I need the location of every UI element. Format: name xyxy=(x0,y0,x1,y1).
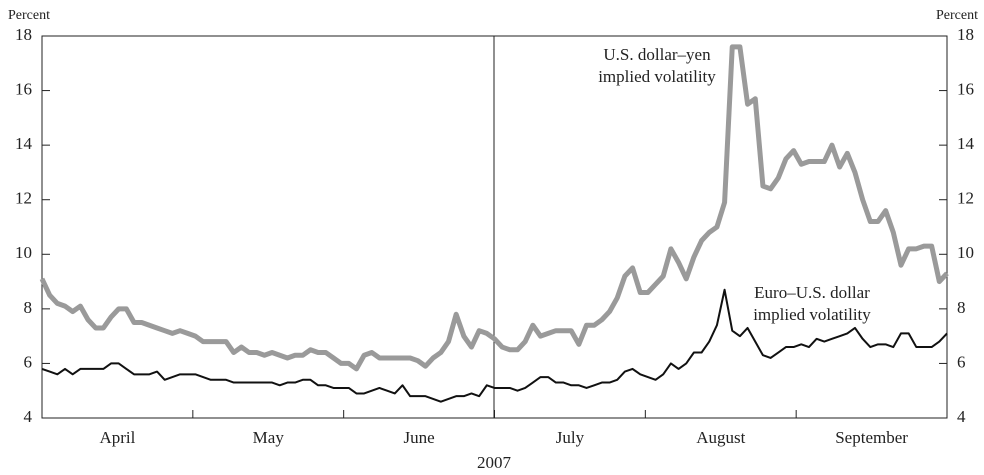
y2-axis-label: Percent xyxy=(936,8,978,23)
x-tick-label: April xyxy=(99,428,135,447)
x-tick-label: September xyxy=(835,428,908,447)
y-tick-label: 12 xyxy=(15,189,32,208)
y2-tick-label: 16 xyxy=(957,79,974,98)
annotation: implied volatility xyxy=(598,67,716,86)
y2-tick-label: 4 xyxy=(957,407,966,426)
series-line xyxy=(39,44,949,372)
y-axis-label: Percent xyxy=(8,8,50,23)
y2-tick-label: 8 xyxy=(957,298,966,317)
y-tick-label: 4 xyxy=(24,407,33,426)
y2-tick-label: 14 xyxy=(957,134,975,153)
y-tick-label: 8 xyxy=(24,298,33,317)
annotation: Euro–U.S. dollar xyxy=(754,283,870,302)
series-line xyxy=(41,288,948,403)
x-tick-label: May xyxy=(253,428,285,447)
annotation: implied volatility xyxy=(753,305,871,324)
annotation: U.S. dollar–yen xyxy=(603,45,711,64)
y2-tick-label: 18 xyxy=(957,25,974,44)
x-tick-label: August xyxy=(696,428,745,447)
y2-tick-label: 10 xyxy=(957,243,974,262)
y-tick-label: 14 xyxy=(15,134,33,153)
y2-tick-label: 6 xyxy=(957,352,966,371)
x-tick-label: July xyxy=(556,428,585,447)
x-tick-label: June xyxy=(403,428,434,447)
y2-tick-label: 12 xyxy=(957,189,974,208)
y-tick-label: 10 xyxy=(15,243,32,262)
y-tick-label: 6 xyxy=(24,352,33,371)
y-tick-label: 16 xyxy=(15,79,32,98)
y-tick-label: 18 xyxy=(15,25,32,44)
x-axis-label: 2007 xyxy=(477,453,512,472)
